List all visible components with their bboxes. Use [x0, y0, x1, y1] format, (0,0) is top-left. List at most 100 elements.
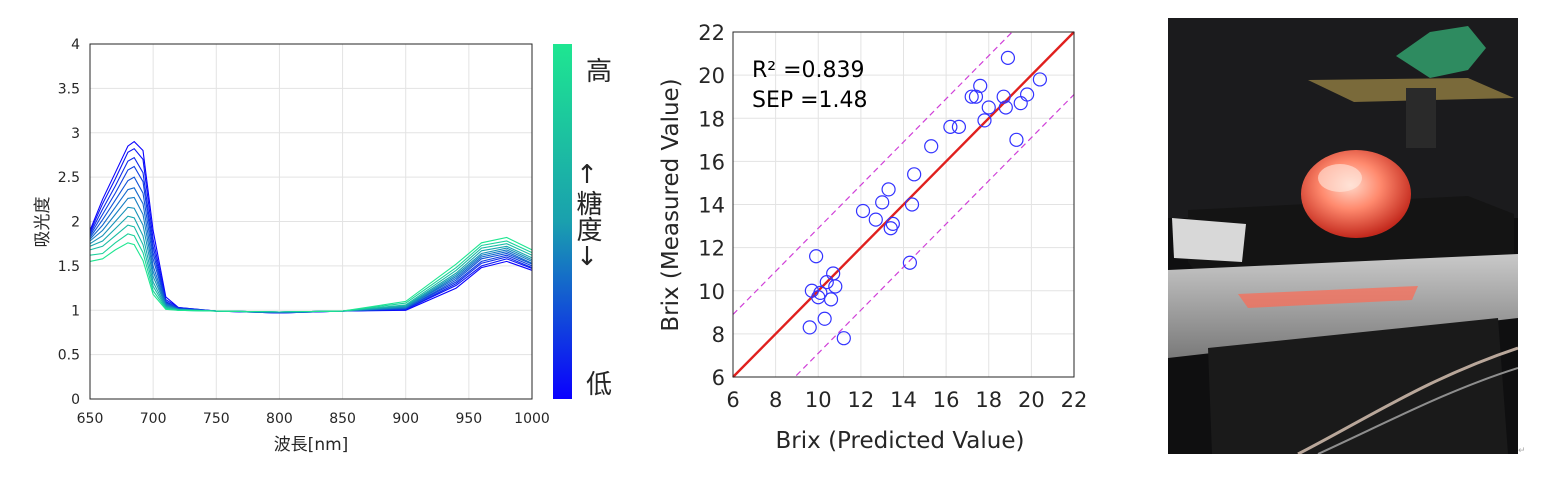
x-tick-label: 10: [805, 388, 832, 412]
data-point: [1032, 72, 1047, 87]
y-tick-label: 4: [71, 37, 80, 53]
data-point: [823, 292, 839, 307]
x-tick-labels: 650 700 750 800 850 900 950 1000: [77, 411, 550, 427]
data-point: [977, 113, 992, 128]
data-point: [881, 182, 896, 197]
lower-band-line: [793, 94, 1074, 377]
data-point: [813, 285, 828, 301]
data-point: [924, 139, 939, 154]
data-point: [973, 78, 988, 94]
y-tick-label: 3.5: [58, 81, 80, 97]
y-axis-label: Brix (Measured Value): [658, 78, 684, 331]
x-tick-label: 22: [1061, 388, 1088, 412]
y-tick-label: 2.5: [58, 170, 80, 186]
spectrum-line: [89, 215, 533, 313]
x-tick-label: 8: [769, 388, 782, 412]
x-tick-label: 750: [203, 411, 230, 427]
y-tick-label: 18: [698, 107, 725, 131]
data-point: [902, 255, 917, 270]
y-tick-label: 22: [698, 21, 725, 45]
fruit-on-sensor-photo: [1168, 18, 1518, 454]
green-clip: [1396, 26, 1486, 78]
data-points: [802, 50, 1047, 346]
y-tick-label: 20: [698, 64, 725, 88]
y-tick-label: 1.5: [58, 259, 80, 275]
colorbar-top-label: 高: [586, 57, 612, 87]
data-point: [996, 89, 1011, 104]
y-tick-label: 0.5: [58, 348, 80, 364]
data-point: [1000, 50, 1016, 65]
y-tick-label: 2: [71, 215, 80, 231]
absorbance-spectra-chart: 650 700 750 800 850 900 950 1000 0 0.5 1 1.5 2 2.5 3 3…: [33, 37, 612, 455]
r2-annotation: R² =0.839: [752, 58, 865, 83]
x-tick-label: 650: [77, 411, 104, 427]
data-point: [904, 197, 920, 212]
x-tick-label: 1000: [514, 411, 550, 427]
spectrum-line: [89, 147, 533, 314]
y-tick-label: 0: [71, 392, 80, 408]
data-point: [1020, 87, 1035, 102]
y-tick-label: 3: [71, 126, 80, 142]
white-plate: [1168, 254, 1518, 358]
colorbar: [553, 44, 572, 399]
red-reflection: [1238, 286, 1418, 308]
data-point: [998, 100, 1013, 115]
data-point: [964, 89, 979, 104]
x-tick-label: 950: [455, 411, 482, 427]
x-tick-labels: 6 8 10 12 14 16 18 20 22: [726, 388, 1087, 412]
data-point: [875, 195, 890, 210]
y-tick-label: 1: [71, 303, 80, 319]
x-tick-label: 12: [848, 388, 875, 412]
x-tick-label: 16: [933, 388, 960, 412]
data-point: [855, 203, 871, 219]
x-tick-label: 900: [392, 411, 419, 427]
brix-scatter-chart: 6 8 10 12 14 16 18 20 22 6 8 10 12 14 16 18 20 22 R² =0.…: [658, 21, 1087, 454]
x-tick-label: 14: [890, 388, 917, 412]
x-tick-label: 6: [726, 388, 739, 412]
spectra-series: [89, 140, 533, 314]
y-tick-label: 16: [698, 150, 725, 174]
data-point: [951, 119, 967, 134]
probe-arm: [1406, 88, 1436, 148]
data-point: [1009, 132, 1024, 147]
data-point: [802, 320, 817, 335]
fruit-highlight: [1318, 164, 1362, 192]
y-tick-label: 6: [712, 366, 725, 390]
y-axis-label: 吸光度: [33, 197, 53, 248]
paragraph-mark: ↵: [1518, 446, 1526, 456]
fruit: [1301, 150, 1411, 238]
spectrum-line: [89, 176, 533, 313]
y-tick-labels: 0 0.5 1 1.5 2 2.5 3 3.5 4: [58, 37, 80, 408]
plot-frame: [89, 43, 533, 400]
y-tick-labels: 6 8 10 12 14 16 18 20 22: [698, 21, 725, 390]
colorbar-mid-label: ↑糖度↓: [572, 160, 602, 272]
data-point: [817, 311, 832, 326]
upper-band-line: [733, 32, 1014, 315]
plot-frame: [732, 31, 1075, 378]
tape: [1172, 218, 1246, 262]
cable-2: [1317, 367, 1518, 454]
x-tick-label: 800: [266, 411, 293, 427]
y-tick-label: 14: [698, 194, 725, 218]
x-tick-label: 18: [975, 388, 1002, 412]
fit-line: [732, 31, 1075, 378]
data-point: [868, 212, 883, 227]
colorbar-bottom-label: 低: [586, 370, 612, 400]
cable: [1297, 346, 1518, 454]
fit-and-band-lines: [732, 31, 1075, 378]
data-point: [809, 249, 824, 264]
x-tick-label: 850: [329, 411, 356, 427]
data-point: [907, 167, 922, 182]
data-point: [981, 100, 996, 115]
sep-annotation: SEP =1.48: [752, 88, 868, 113]
y-tick-label: 10: [698, 280, 725, 304]
data-point: [943, 119, 958, 134]
y-tick-label: 8: [712, 323, 725, 347]
x-axis-label: 波長[nm]: [274, 435, 349, 455]
spectrum-line: [89, 236, 533, 313]
data-point: [828, 279, 843, 294]
x-tick-label: 20: [1018, 388, 1045, 412]
black-box: [1208, 318, 1508, 454]
y-tick-label: 12: [698, 237, 725, 261]
data-point: [836, 331, 851, 346]
